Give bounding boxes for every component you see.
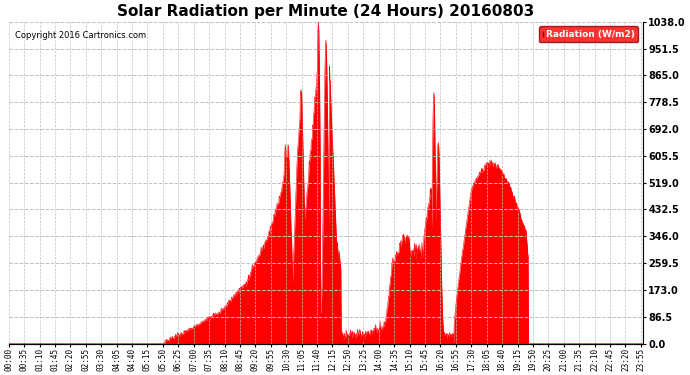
Legend: Radiation (W/m2): Radiation (W/m2) (540, 26, 638, 42)
Text: Copyright 2016 Cartronics.com: Copyright 2016 Cartronics.com (15, 32, 146, 40)
Title: Solar Radiation per Minute (24 Hours) 20160803: Solar Radiation per Minute (24 Hours) 20… (117, 4, 534, 19)
